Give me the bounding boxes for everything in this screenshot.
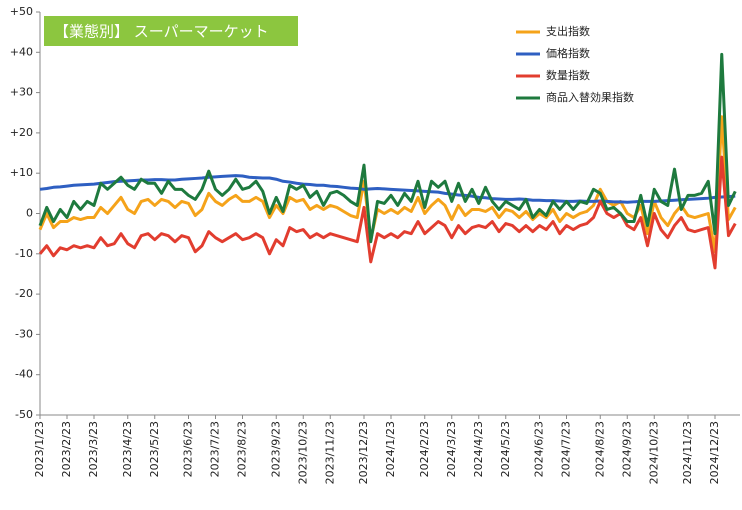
x-tick-label: 2023/5/23	[148, 421, 161, 477]
x-tick-label: 2023/12/23	[357, 421, 370, 484]
x-tick-label: 2024/8/23	[593, 421, 606, 477]
y-tick-label: +50	[10, 5, 33, 18]
y-tick-label: -50	[15, 408, 33, 421]
x-tick-label: 2024/11/23	[681, 421, 694, 484]
x-tick-label: 2023/3/23	[87, 421, 100, 477]
series-line	[39, 174, 736, 204]
y-tick-label: -20	[15, 287, 33, 300]
title-box	[44, 16, 298, 46]
x-tick-label: 2023/4/23	[121, 421, 134, 477]
y-tick-label: +10	[10, 166, 33, 179]
x-tick-label: 2024/5/23	[499, 421, 512, 477]
x-tick-label: 2024/9/23	[620, 421, 633, 477]
legend-label: 商品入替効果指数	[546, 90, 634, 104]
x-tick-label: 2023/8/23	[236, 421, 249, 477]
legend-label: 数量指数	[546, 68, 590, 82]
y-tick-label: -40	[15, 368, 33, 381]
legend-label: 支出指数	[546, 24, 590, 38]
x-tick-label: 2023/1/23	[33, 421, 46, 477]
y-tick-label: +40	[10, 45, 33, 58]
x-tick-label: 2024/4/23	[472, 421, 485, 477]
y-tick-label: -10	[15, 247, 33, 260]
x-tick-label: 2023/9/23	[269, 421, 282, 477]
y-tick-label: -30	[15, 327, 33, 340]
x-tick-label: 2023/11/23	[323, 421, 336, 484]
x-tick-label: 2024/6/23	[533, 421, 546, 477]
x-tick-label: 2023/2/23	[60, 421, 73, 477]
x-tick-label: 2023/10/23	[296, 421, 309, 484]
x-tick-label: 2023/6/23	[182, 421, 195, 477]
chart-title: 【業態別】 スーパーマーケット	[54, 23, 269, 41]
y-tick-label: +20	[10, 126, 33, 139]
y-tick-label: +30	[10, 86, 33, 99]
x-tick-label: 2024/12/23	[708, 421, 721, 484]
x-tick-label: 2024/7/23	[560, 421, 573, 477]
x-tick-label: 2024/10/23	[647, 421, 660, 484]
series-line	[38, 52, 737, 244]
x-tick-label: 2024/2/23	[418, 421, 431, 477]
x-tick-label: 2024/1/23	[384, 421, 397, 477]
legend-label: 価格指数	[546, 46, 590, 60]
y-tick-label: 0	[26, 207, 33, 220]
x-tick-label: 2023/7/23	[209, 421, 222, 477]
x-tick-label: 2024/3/23	[445, 421, 458, 477]
